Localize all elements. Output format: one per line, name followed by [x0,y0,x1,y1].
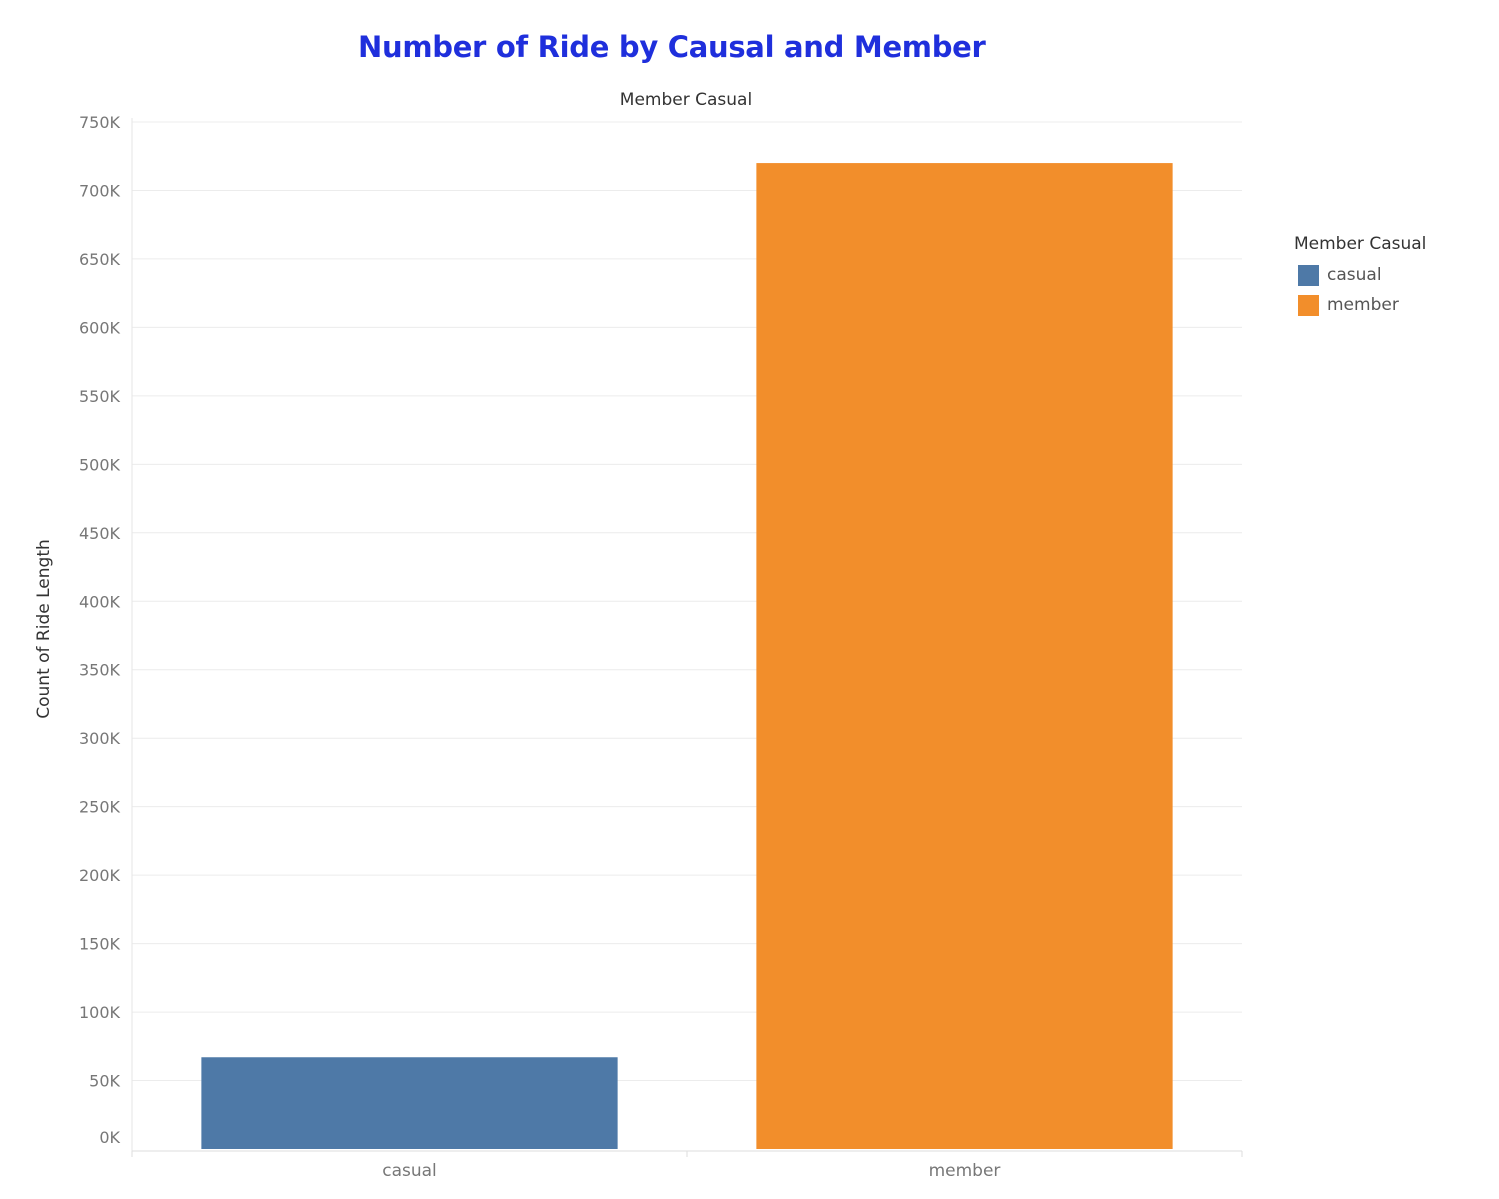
legend-swatch-member [1298,294,1319,316]
y-tick-label: 150K [79,935,121,954]
legend-label-casual: casual [1327,265,1382,285]
y-tick-label: 200K [79,866,121,885]
y-axis-label: Count of Ride Length [34,539,54,719]
y-tick-label: 350K [79,661,121,680]
chart-title: Number of Ride by Causal and Member [358,30,986,64]
x-ticks: casual member [131,1151,1243,1181]
y-tick-label: 650K [79,250,121,269]
y-tick-label: 750K [79,113,121,132]
y-tick-label: 600K [79,318,121,337]
y-tick-label: 0K [99,1128,120,1147]
y-tick-label: 400K [79,592,121,611]
y-tick-label: 500K [79,455,121,474]
bar-casual[interactable] [201,1057,618,1149]
y-tick-label: 100K [79,1003,121,1022]
axes: Member Casual Count of Ride Length [34,90,752,719]
legend-title: Member Casual [1294,234,1427,254]
y-tick-label: 250K [79,798,121,817]
y-tick-label: 50K [89,1072,120,1091]
legend: Member Casual casual member [1294,234,1426,320]
y-tick-label: 550K [79,387,121,406]
column-header: Member Casual [620,90,752,110]
bars [201,163,1173,1149]
bar-member[interactable] [756,163,1173,1149]
legend-item-member[interactable]: member [1294,290,1426,320]
y-tick-label: 450K [79,524,121,543]
y-tick-label: 300K [79,729,121,748]
x-tick-label: member [929,1161,1001,1181]
legend-item-casual[interactable]: casual [1294,260,1426,290]
legend-swatch-casual [1298,264,1319,286]
y-ticks: 0K 50K 100K 150K 200K 250K 300K 350K 400K 450K 500… [79,113,121,1147]
legend-label-member: member [1327,295,1399,315]
x-tick-label: casual [382,1161,437,1181]
y-tick-label: 700K [79,181,121,200]
